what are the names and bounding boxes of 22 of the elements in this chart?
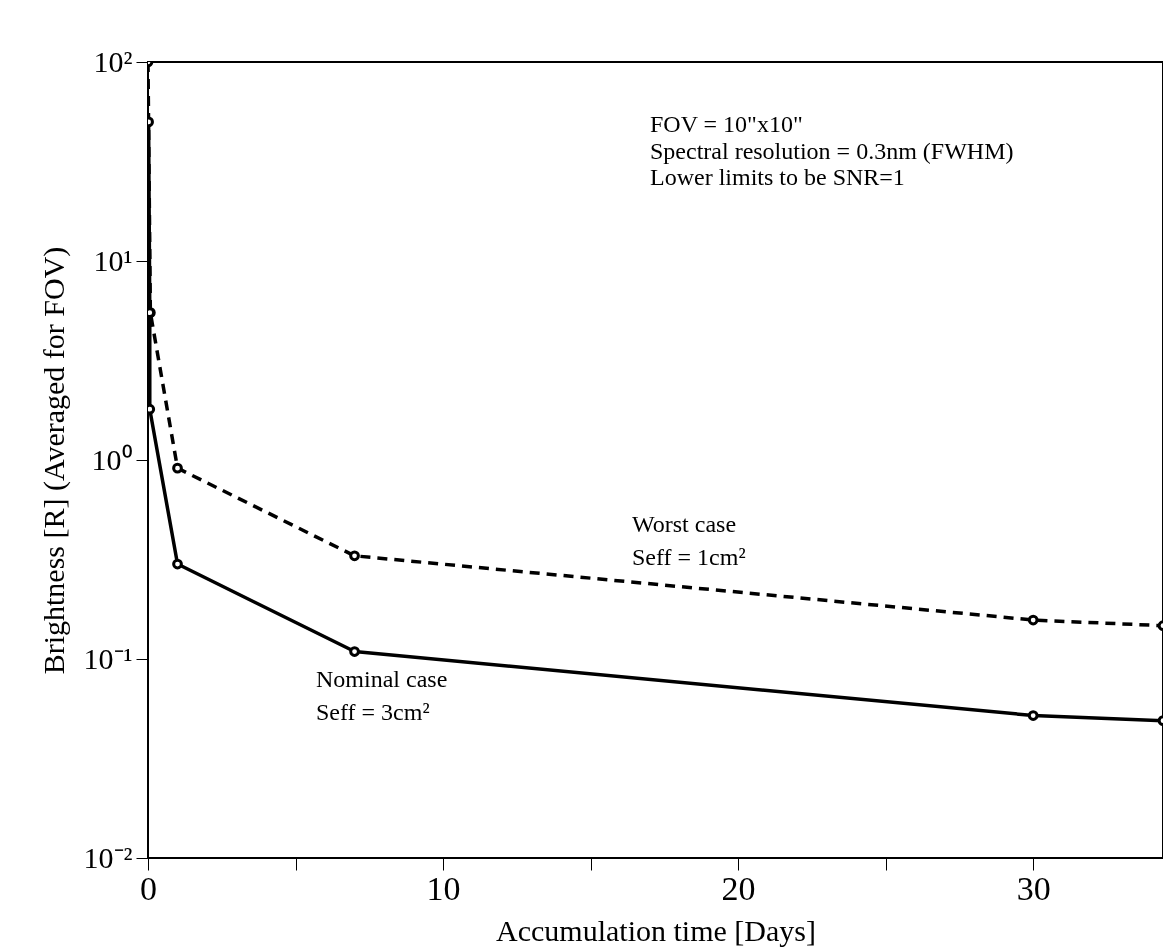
annotation: Lower limits to be SNR=1 xyxy=(650,164,905,190)
y-tick-label: 10⁻¹ xyxy=(83,641,133,675)
point xyxy=(172,558,183,570)
x-tick-label: 20 xyxy=(721,869,756,907)
annotation: Seff = 1cm² xyxy=(632,544,746,570)
y-tick-label: 10¹ xyxy=(93,243,133,277)
x-tick-label: 0 xyxy=(140,869,157,907)
annotation: Worst case xyxy=(632,511,737,537)
annotation: Seff = 3cm² xyxy=(316,699,430,725)
annotation: Spectral resolution = 0.3nm (FWHM) xyxy=(650,138,1014,164)
annotation: FOV = 10"x10" xyxy=(650,111,803,137)
y-tick-label: 10⁰ xyxy=(91,442,133,476)
x-tick-label: 30 xyxy=(1016,869,1051,907)
x-tick-label: 10 xyxy=(426,869,461,907)
point xyxy=(172,462,183,474)
annotation: Nominal case xyxy=(316,666,448,692)
x-axis-title: Accumulation time [Days] xyxy=(496,913,816,947)
y-tick-label: 10⁻² xyxy=(83,840,133,874)
point xyxy=(349,646,360,657)
y-axis-title: Brightness [R] (Averaged for FOV) xyxy=(36,246,71,675)
y-tick-label: 10² xyxy=(93,44,133,78)
point xyxy=(349,550,360,562)
